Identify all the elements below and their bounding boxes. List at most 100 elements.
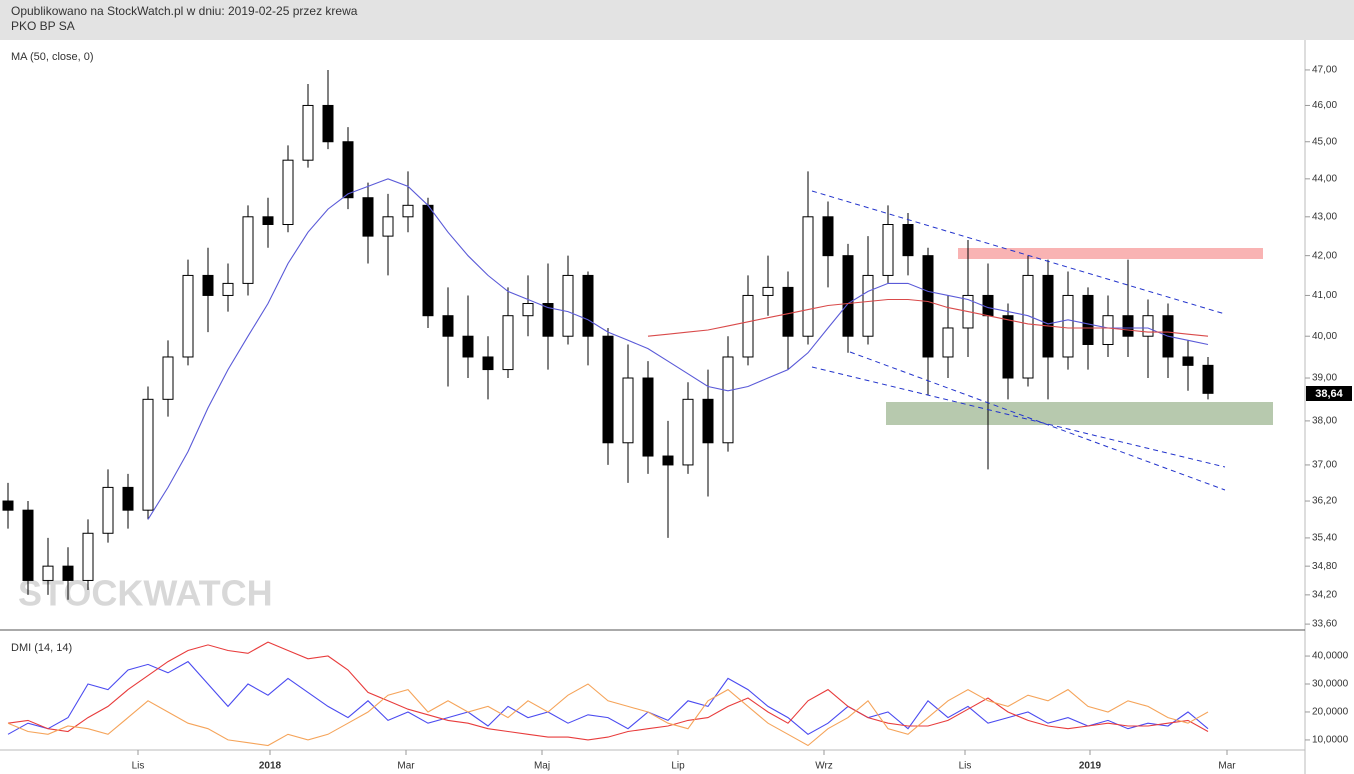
y-tick-label: 33,60 [1312,619,1337,630]
series-line [7,660,1209,735]
candle-body [402,204,414,218]
trend-line [849,351,1226,491]
candle-body [202,274,214,296]
candle-body [1122,315,1134,337]
last-price-label: 38,64 [1315,388,1343,400]
candle-body [62,565,74,581]
x-tick-label: Lis [132,761,145,772]
candle-body [1002,315,1014,379]
y-tick-label: 47,00 [1312,65,1337,76]
resistance-zone [958,248,1263,259]
x-tick-label: 2018 [259,761,282,772]
x-tick-label: Wrz [815,761,833,772]
last-price-box [1306,386,1352,401]
series-line [7,683,1209,747]
candle-body [222,282,234,296]
y-tick-label: 40,00 [1312,331,1337,342]
candle-body [1202,364,1214,394]
y-tick-label: 30,0000 [1312,679,1349,690]
y-tick-label: 46,00 [1312,100,1337,111]
candle-body [162,356,174,400]
ma-label: MA (50, close, 0) [11,51,94,63]
y-tick-label: 20,0000 [1312,707,1349,718]
y-tick-label: 35,40 [1312,533,1337,544]
candle-body [582,274,594,337]
candle-body [422,204,434,317]
candle-body [82,532,94,581]
candle-body [342,141,354,199]
series-line [147,178,1209,520]
x-tick-label: Mar [1218,761,1236,772]
y-tick-label: 39,00 [1312,373,1337,384]
candle-body [1142,315,1154,337]
candle-body [722,356,734,444]
x-tick-label: Lip [671,761,685,772]
y-tick-label: 44,00 [1312,173,1337,184]
y-tick-label: 43,00 [1312,211,1337,222]
candle-body [742,294,754,358]
candle-body [442,315,454,337]
candle-body [262,216,274,226]
candle-body [562,274,574,337]
candle-body [662,455,674,466]
candle-body [542,303,554,337]
candle-body [842,255,854,337]
candle-body [322,104,334,143]
candle-body [302,104,314,161]
candle-body [1082,294,1094,345]
header-band [0,0,1354,40]
series-line [647,298,1209,337]
header-subtitle: PKO BP SA [11,19,75,33]
candle-body [42,565,54,581]
candle-body [602,335,614,444]
candle-body [682,398,694,466]
dmi-label: DMI (14, 14) [11,642,72,654]
candle-body [282,159,294,226]
candle-body [622,377,634,444]
y-tick-label: 42,00 [1312,250,1337,261]
candle-body [1022,274,1034,379]
candle-body [182,274,194,358]
trend-line [811,366,1226,468]
candle-body [462,335,474,358]
candle-body [122,486,134,511]
candle-body [1102,315,1114,345]
candle-body [802,216,814,337]
y-tick-label: 34,80 [1312,561,1337,572]
x-tick-label: 2019 [1079,761,1102,772]
candle-body [1062,294,1074,358]
candle-body [982,294,994,317]
x-tick-label: Lis [959,761,972,772]
candle-body [502,315,514,371]
support-zone [886,402,1273,425]
candle-body [22,509,34,581]
candle-body [102,486,114,534]
candle-body [702,398,714,444]
candle-body [522,303,534,317]
y-tick-label: 40,0000 [1312,651,1349,662]
candle-body [822,216,834,257]
candle-body [882,224,894,276]
candle-body [782,286,794,337]
candle-body [862,274,874,337]
y-tick-label: 10,0000 [1312,735,1349,746]
watermark: STOCKWATCH [18,573,273,614]
y-tick-label: 38,00 [1312,416,1337,427]
candle-body [242,216,254,284]
candle-body [902,224,914,257]
candle-body [1042,274,1054,358]
candle-body [142,398,154,511]
x-tick-label: Maj [534,761,550,772]
candle-body [482,356,494,371]
candle-body [762,286,774,296]
candle-body [2,500,14,511]
series-line [7,641,1209,741]
y-tick-label: 41,00 [1312,290,1337,301]
candle-body [642,377,654,457]
candle-body [382,216,394,237]
candle-body [922,255,934,358]
y-tick-label: 45,00 [1312,136,1337,147]
candle-body [362,197,374,237]
x-tick-label: Mar [397,761,415,772]
